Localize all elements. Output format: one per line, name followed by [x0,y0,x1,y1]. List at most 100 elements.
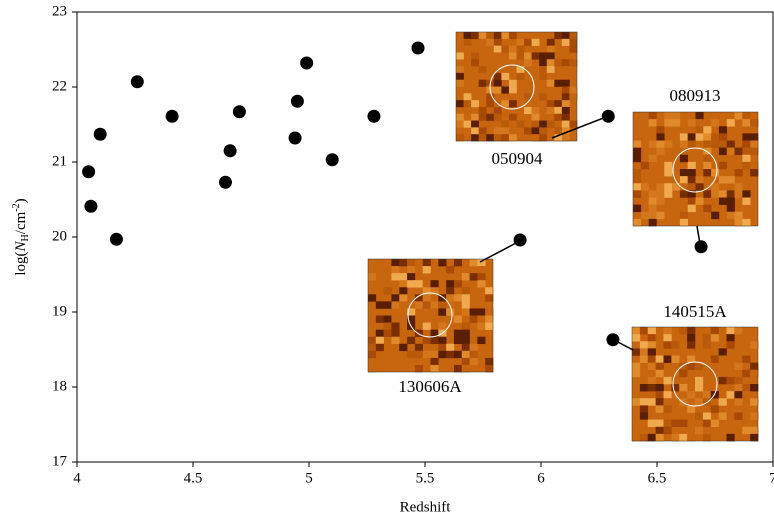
inset-pixel [508,32,517,40]
inset-border [455,31,578,142]
inset-pixel [663,426,672,435]
inset-pixel [477,259,486,267]
inset-pixel [461,343,470,352]
inset-pixel [477,308,486,316]
inset-pixel [508,134,517,142]
inset-pixel [750,140,759,148]
inset-pixel [679,169,688,177]
inset-pixel [399,343,408,352]
inset-pixel [633,190,642,198]
x-tick-label: 5 [305,470,313,486]
inset-pixel [647,334,656,342]
inset-pixel [703,204,712,213]
inset-pixel [539,52,548,60]
inset-pixel [655,384,664,392]
inset-pixel [687,119,696,127]
inset-pixel [718,398,727,406]
inset-pixel [750,384,759,392]
inset-pixel [726,376,735,385]
inset-pixel [508,52,517,60]
inset-pixel [539,134,548,142]
inset-pixel [430,336,439,345]
inset-pixel [546,100,555,108]
inset-pixel [702,391,712,399]
inset-pixel [554,59,563,67]
inset-pixel [414,301,423,309]
inset-pixel [508,93,517,101]
inset-pixel [742,218,751,227]
inset-pixel [391,329,400,337]
inset-pixel [633,183,642,191]
inset-pixel [561,32,570,40]
inset-pixel [679,154,688,163]
x-tick-label: 4 [73,470,81,486]
inset-pixel [718,190,728,198]
inset-pixel [461,364,470,373]
inset-pixel [478,45,487,53]
inset-pixel [516,120,525,128]
data-point [223,144,237,158]
inset-pixel [718,161,728,170]
inset-pixel [485,315,494,323]
inset-pixel [477,336,486,345]
inset-pixel [561,127,570,135]
inset-pixel [453,336,463,345]
inset-pixel [493,134,502,142]
inset-pixel [501,134,510,142]
inset-pixel [679,183,688,191]
inset-pixel [453,273,463,281]
inset-pixel [633,218,642,227]
inset-pixel [539,120,548,128]
inset-pixel [726,176,735,184]
inset-pixel [695,183,704,191]
inset-pixel [750,398,759,406]
inset-pixel [734,190,743,198]
inset-pixel [407,308,416,316]
inset-highlight [407,292,453,338]
inset-pixel [742,133,751,141]
inset-pixel [742,147,751,156]
inset-pixel [438,301,447,309]
annotation: 140515A [663,302,727,321]
inset-pixel [679,433,688,442]
inset-pixel [438,343,447,352]
inset-pixel [485,364,494,373]
inset-pixel [469,308,478,316]
inset-pixel [639,412,649,420]
inset-pixel [438,336,447,345]
inset-pixel [695,376,704,385]
inset-pixel [750,169,759,177]
inset-pixel [663,355,672,363]
inset-pixel [456,38,464,46]
inset-pixel [648,119,657,127]
inset-pixel [695,362,704,371]
inset-pixel [422,266,431,274]
inset-pixel [508,120,517,128]
inset-pixel [742,197,751,205]
inset-pixel [508,45,517,53]
inset-pixel [750,133,759,141]
inset-pixel [703,126,712,134]
inset-pixel [531,52,540,60]
inset-pixel [640,197,649,205]
y-label-part: N [13,240,29,252]
inset-pixel [461,336,470,345]
inset-pixel [456,134,464,142]
inset-pixel [569,59,578,67]
inset-pixel [647,433,656,442]
inset-pixel [671,384,680,392]
inset-pixel [655,355,664,363]
inset-pixel [546,72,555,80]
inset-pixel [742,426,751,435]
inset-pixel [687,133,696,141]
inset-pixel [569,93,578,101]
data-point [82,165,96,179]
inset-pixel [430,280,439,288]
inset-pixel [742,190,751,198]
inset-pixel [453,259,463,267]
inset-pixel [695,119,704,127]
inset-pixel [569,32,578,40]
inset-pixel [726,391,735,399]
inset-pixel [414,294,423,302]
inset-pixel [399,301,408,309]
